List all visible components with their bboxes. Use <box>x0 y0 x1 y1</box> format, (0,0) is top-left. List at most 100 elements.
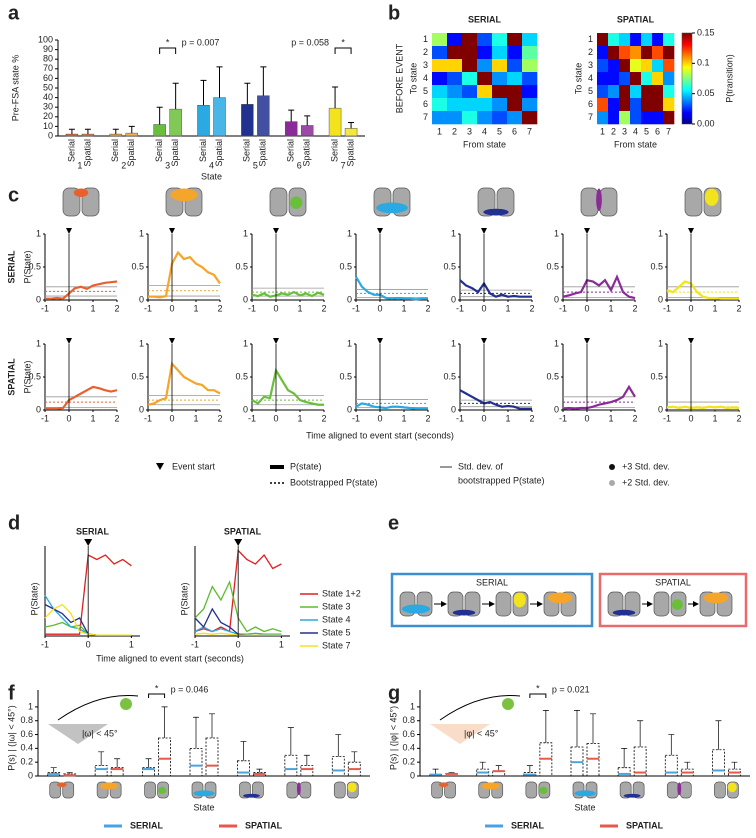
event-marker <box>234 539 243 546</box>
bar <box>328 107 342 137</box>
heatmap-cell <box>522 72 538 86</box>
p-state-line <box>355 276 428 301</box>
brain-lobe <box>624 591 641 617</box>
whisker <box>526 765 533 773</box>
brain-region <box>703 592 729 604</box>
x-tick-label: 5 <box>497 126 502 136</box>
y-tick-label: 0 <box>139 294 144 304</box>
box <box>492 770 506 777</box>
heatmap-cell <box>597 46 609 60</box>
x-axis-label: From state <box>614 139 657 149</box>
brain-region <box>596 188 602 211</box>
x-tick-label: -1 <box>248 303 256 313</box>
y-tick-label: 1 <box>451 228 456 238</box>
panel-label: g <box>388 682 400 704</box>
x-tick-label: 5 <box>253 160 258 170</box>
heatmap-cell <box>630 72 642 86</box>
heatmap-cell <box>597 59 609 73</box>
heatmap-cell <box>608 72 620 86</box>
brain-region <box>483 208 509 216</box>
brain-region <box>158 786 167 795</box>
heatmap-cell <box>432 59 448 73</box>
y-tick-label: 4 <box>423 73 428 83</box>
brain-region <box>677 782 682 796</box>
sig-bracket <box>529 693 547 698</box>
p-state-line <box>562 274 636 300</box>
heatmap-cell <box>447 33 463 47</box>
brain-lobe <box>607 591 624 617</box>
y-tick-label: 0.8 <box>402 715 415 725</box>
y-tick-label: 1 <box>243 338 248 348</box>
heatmap-cell <box>641 33 653 47</box>
brain-lobe <box>144 781 156 799</box>
x-tick-label: 0 <box>66 303 71 313</box>
x-tick-label: -1 <box>41 413 49 423</box>
x-tick-label: 6 <box>297 160 302 170</box>
heatmap-cell <box>630 111 642 125</box>
legend-text: P(state) <box>290 461 322 471</box>
x-tick-label: 0 <box>481 413 486 423</box>
p-state-line <box>666 405 740 410</box>
box <box>300 765 314 777</box>
legend-text: Event start <box>172 461 216 471</box>
brain-lobe <box>619 781 632 799</box>
bar <box>65 133 79 137</box>
x-tick-label: 0 <box>86 639 91 649</box>
x-tick-label: 6 <box>512 126 517 136</box>
y-tick-label: 1 <box>451 338 456 348</box>
y-axis-label: Pre-FSA state % <box>10 55 20 122</box>
group-label: Serial <box>110 139 120 162</box>
whisker <box>335 734 342 757</box>
x-tick-label: 0 <box>584 303 589 313</box>
colorbar-label: P(transition) <box>724 54 734 103</box>
heatmap-cell <box>432 33 448 47</box>
x-tick-label: 4 <box>482 126 487 136</box>
y-tick-label: 0.5 <box>650 261 663 271</box>
heatmap-cell <box>630 85 642 99</box>
event-marker <box>584 338 590 344</box>
x-tick-label: 7 <box>666 126 671 136</box>
brain-lobe <box>239 781 251 799</box>
annotation: p = 0.021 <box>552 684 590 694</box>
event-marker <box>66 228 72 234</box>
brain-region <box>727 782 737 793</box>
whisker <box>637 720 644 747</box>
x-tick-label: 1 <box>193 303 198 313</box>
y-axis-label: P(s) | (|ω| < 45°) <box>6 705 16 770</box>
y-tick-label: 1 <box>554 338 559 348</box>
event-marker <box>377 228 383 234</box>
x-axis-label: Time aligned to event start (seconds) <box>96 653 244 663</box>
legend-text: Bootstrapped P(state) <box>290 477 378 487</box>
heatmap-cell <box>492 85 508 99</box>
heatmap-cell <box>641 59 653 73</box>
spatial-box <box>598 572 748 628</box>
y-tick-label: 0 <box>36 294 41 304</box>
y-axis-label: P(State) <box>179 582 189 615</box>
error-bar <box>84 128 91 135</box>
whisker <box>114 758 121 768</box>
y-tick-label: 0.5 <box>131 371 144 381</box>
x-tick-label: -1 <box>144 303 152 313</box>
y-tick-label: 0 <box>243 404 248 414</box>
brain-region <box>612 609 636 616</box>
heatmap-cell <box>652 98 664 112</box>
whisker <box>684 761 691 770</box>
heatmap-cell <box>619 33 631 47</box>
y-tick-label: 1 <box>139 228 144 238</box>
y-axis-label: To state <box>573 63 583 95</box>
legend-text: SPATIAL <box>245 820 283 830</box>
y-tick-label: 3 <box>423 60 428 70</box>
heatmap-cell <box>522 85 538 99</box>
heatmap-cell <box>619 59 631 73</box>
heatmap-cell <box>507 111 523 125</box>
group-label: Spatial <box>214 139 224 167</box>
inset-arc <box>439 695 521 721</box>
heatmap-cell <box>432 98 448 112</box>
x-tick-label: 7 <box>341 160 346 170</box>
box <box>205 737 219 777</box>
x-tick-label: 2 <box>736 303 741 313</box>
y-tick-label: 80 <box>43 54 53 64</box>
inset-target <box>120 698 132 710</box>
x-tick-label: 2 <box>121 160 126 170</box>
inset-cone <box>430 724 490 744</box>
